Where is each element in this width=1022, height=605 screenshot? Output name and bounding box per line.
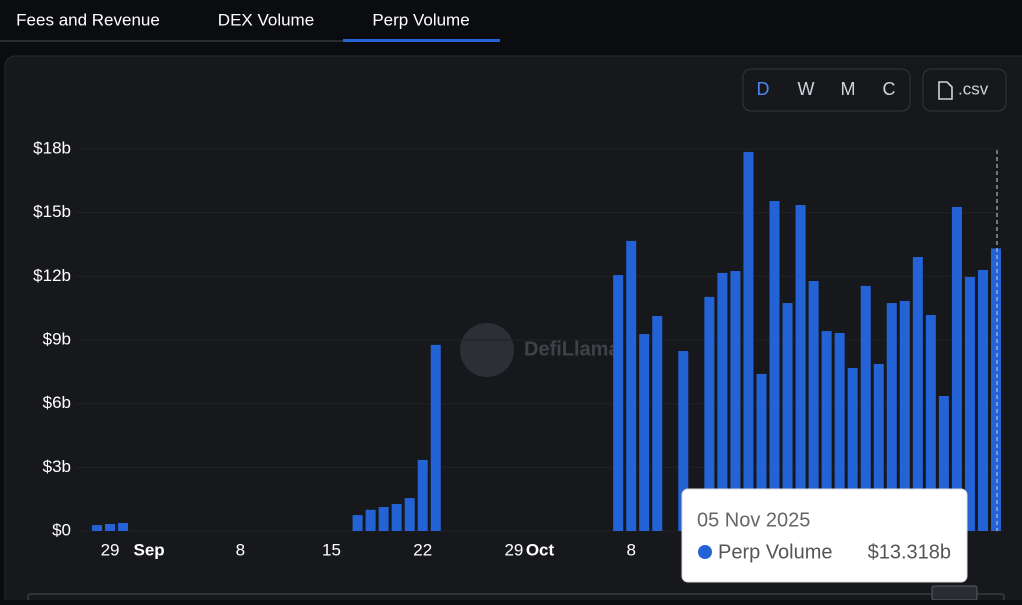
bar [834, 332, 845, 531]
x-tick-label: 29 [504, 540, 523, 559]
bar [626, 240, 637, 532]
csv-button[interactable] [922, 68, 1007, 112]
bar [782, 303, 793, 531]
y-tick-label: $0 [52, 520, 71, 539]
watermark-logo [460, 323, 514, 377]
y-tick-label: $9b [43, 329, 71, 348]
bar [404, 498, 415, 531]
bar [391, 504, 402, 531]
period-button[interactable]: D [757, 79, 770, 99]
x-tick-label: Oct [526, 540, 555, 559]
bar [899, 300, 910, 531]
bar [808, 281, 819, 531]
tooltip: 05 Nov 2025 Perp Volume $13.318b [681, 488, 968, 583]
y-tick-label: $15b [33, 202, 71, 221]
bar [938, 396, 949, 531]
bar [847, 368, 858, 531]
period-button[interactable]: C [883, 79, 896, 99]
bar [977, 269, 988, 531]
x-tick-label: 15 [322, 540, 341, 559]
bar [925, 314, 936, 531]
scrollbar-handle[interactable] [931, 585, 978, 601]
bar [417, 459, 428, 531]
y-tick-label: $18b [33, 138, 71, 157]
bar [964, 276, 975, 531]
bar [365, 509, 376, 531]
bar [951, 206, 962, 532]
x-tick-label: 22 [413, 540, 432, 559]
tooltip-marker [698, 545, 712, 559]
bar [717, 272, 728, 531]
x-tick-label: 8 [626, 540, 635, 559]
bar [886, 303, 897, 531]
y-tick-label: $6b [43, 393, 71, 412]
bar [352, 515, 363, 531]
bar [118, 522, 129, 531]
period-group [742, 68, 911, 112]
y-tick-label: $12b [33, 266, 71, 285]
bar [912, 257, 923, 531]
tab-underline [343, 39, 500, 42]
x-tick-label: 29 [101, 540, 120, 559]
y-tick-label: $3b [43, 457, 71, 476]
bar [678, 351, 689, 531]
bar [378, 507, 389, 531]
bar [756, 373, 767, 531]
x-tick-label: 8 [236, 540, 245, 559]
bar [639, 334, 650, 531]
period-button[interactable]: M [841, 79, 856, 99]
bar [769, 200, 780, 531]
bar [821, 331, 832, 531]
bar [991, 248, 1001, 532]
watermark: DefiLlama [460, 323, 620, 377]
bar [704, 296, 715, 531]
tooltip-box [681, 488, 968, 583]
tab-active[interactable]: Perp Volume [372, 10, 469, 29]
bar [860, 285, 871, 531]
bar [92, 525, 102, 531]
file-icon [938, 81, 953, 100]
tooltip-series: Perp Volume [718, 541, 833, 563]
tooltip-value: $13.318b [868, 541, 951, 563]
tab[interactable]: Fees and Revenue [16, 10, 160, 29]
bar [873, 363, 884, 531]
csv-label[interactable]: .csv [958, 79, 989, 98]
tab[interactable]: DEX Volume [218, 10, 314, 29]
x-tick-label: Sep [134, 540, 165, 559]
bar [795, 205, 806, 531]
bar [430, 344, 441, 531]
bar [730, 271, 741, 531]
tooltip-title: 05 Nov 2025 [697, 509, 810, 531]
bar [652, 316, 663, 531]
period-button[interactable]: W [798, 79, 815, 99]
bar [613, 275, 624, 531]
watermark-text: DefiLlama [524, 338, 620, 360]
bar [743, 151, 754, 531]
bar [105, 523, 116, 531]
